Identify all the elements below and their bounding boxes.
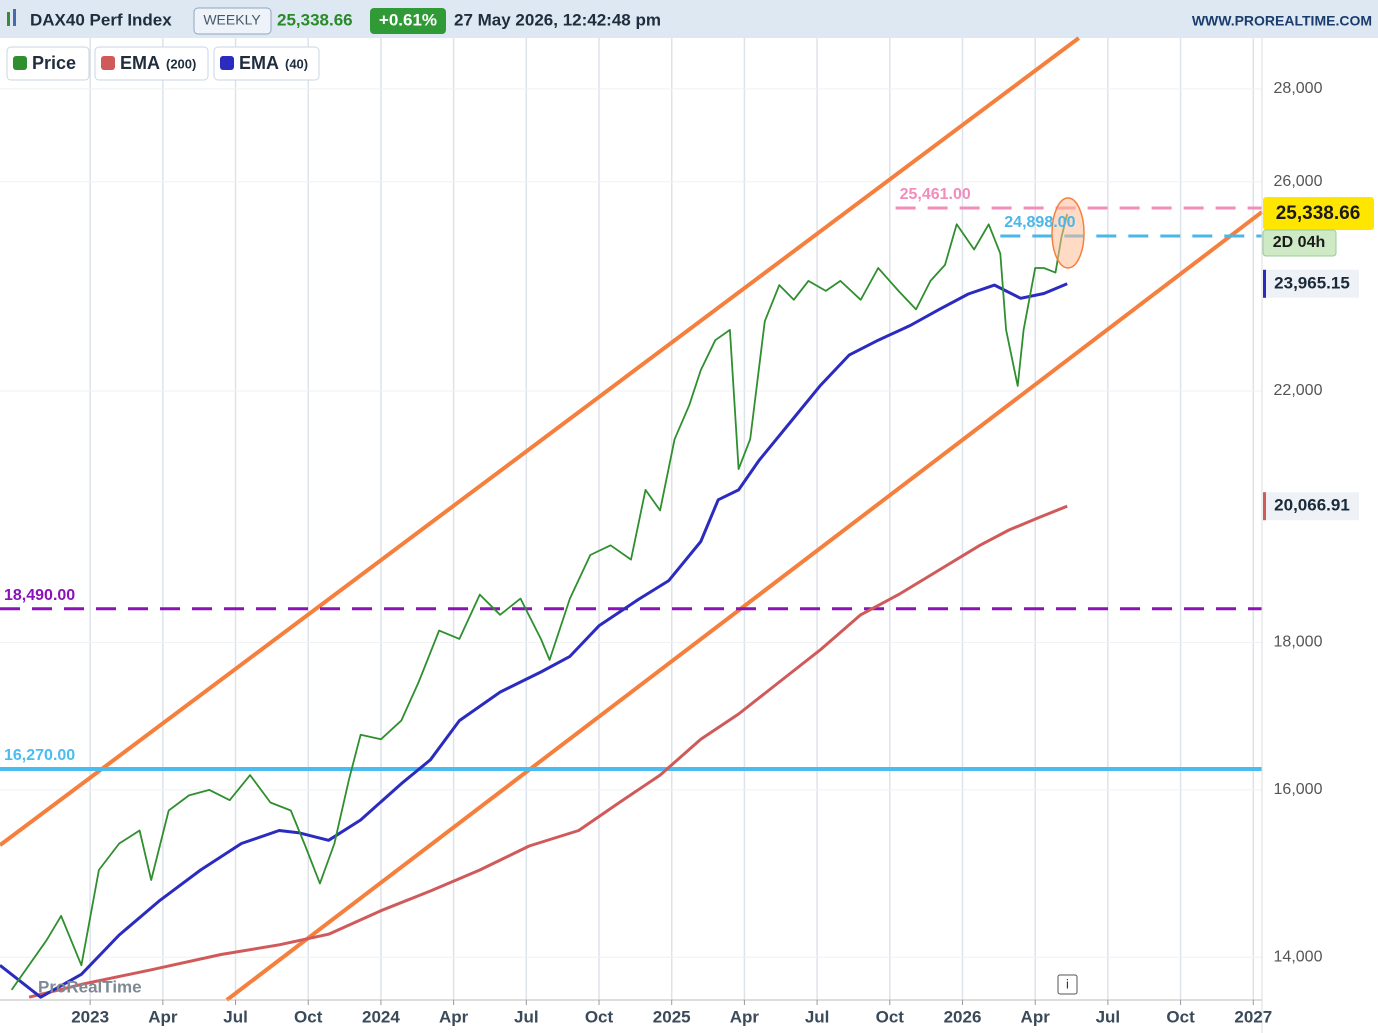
ema-label-box — [1263, 492, 1359, 521]
watermark: ProRealTime — [38, 977, 142, 996]
x-tick-label: Jul — [1096, 1007, 1121, 1026]
header-icon — [7, 12, 10, 26]
legend-box[interactable] — [94, 46, 209, 81]
x-tick-label: Oct — [585, 1007, 614, 1026]
price-label: 25,338.66 — [1276, 203, 1361, 224]
y-tick-label: 18,000 — [1274, 634, 1323, 651]
y-tick-label: 16,000 — [1274, 781, 1323, 798]
legend-swatch — [101, 56, 115, 70]
legend-swatch — [220, 56, 234, 70]
level-label: 18,490.00 — [4, 587, 75, 604]
ema-line — [28, 504, 1068, 999]
x-tick-label: Jul — [514, 1007, 539, 1026]
ema-line — [0, 282, 1068, 999]
x-tick-label: 2026 — [944, 1007, 982, 1026]
price-label-box — [1263, 196, 1374, 230]
ema-label-box — [1263, 269, 1359, 298]
legend-param: (200) — [166, 56, 196, 71]
timeframe-box[interactable] — [193, 7, 272, 35]
x-tick-label: Apr — [1021, 1007, 1051, 1026]
y-tick-label: 14,000 — [1274, 948, 1323, 965]
channel-line — [225, 210, 1264, 1002]
countdown: 2D 04h — [1273, 234, 1325, 251]
legend-label: Price — [32, 53, 76, 73]
highlight-ellipse — [1051, 197, 1085, 269]
timeframe[interactable]: WEEKLY — [203, 12, 261, 28]
legend-box[interactable] — [213, 46, 320, 81]
x-tick-label: 2023 — [71, 1007, 109, 1026]
ema-label: 20,066.91 — [1274, 496, 1350, 515]
x-tick-label: Oct — [876, 1007, 905, 1026]
legend-param: (40) — [285, 56, 308, 71]
price-line — [10, 213, 1069, 991]
y-tick-label: 22,000 — [1274, 382, 1323, 399]
instrument-title: DAX40 Perf Index — [30, 10, 172, 29]
y-tick-label: 26,000 — [1274, 173, 1323, 190]
header-icon — [13, 9, 16, 26]
ema-label: 23,965.15 — [1274, 273, 1350, 292]
y-tick-label: 28,000 — [1274, 80, 1323, 97]
info-box[interactable] — [1057, 974, 1078, 995]
info-icon[interactable]: i — [1066, 976, 1069, 991]
change-box — [370, 8, 446, 34]
site: WWW.PROREALTIME.COM — [1192, 13, 1372, 29]
channel-line — [0, 36, 1081, 847]
x-tick-label: Oct — [294, 1007, 323, 1026]
x-tick-label: 2027 — [1234, 1007, 1272, 1026]
ema-label-marker — [1263, 492, 1266, 521]
plot-area — [0, 36, 1264, 1002]
x-tick-label: Apr — [148, 1007, 178, 1026]
change: +0.61% — [379, 10, 437, 29]
legend-box[interactable] — [6, 46, 90, 81]
datetime: 27 May 2026, 12:42:48 pm — [454, 10, 661, 29]
level-label: 16,270.00 — [4, 747, 75, 764]
x-tick-label: Apr — [730, 1007, 760, 1026]
level-label: 25,461.00 — [900, 186, 971, 203]
countdown-box — [1262, 229, 1337, 257]
x-tick-label: Jul — [223, 1007, 248, 1026]
x-tick-label: Jul — [805, 1007, 830, 1026]
x-tick-label: Apr — [439, 1007, 469, 1026]
x-tick-label: 2025 — [653, 1007, 691, 1026]
x-tick-label: 2024 — [362, 1007, 400, 1026]
ema-label-marker — [1263, 269, 1266, 298]
legend-swatch — [13, 56, 27, 70]
legend-label: EMA — [120, 53, 160, 73]
last-price: 25,338.66 — [277, 10, 353, 29]
x-tick-label: Oct — [1166, 1007, 1195, 1026]
legend-label: EMA — [239, 53, 279, 73]
level-label: 24,898.00 — [1004, 214, 1075, 231]
